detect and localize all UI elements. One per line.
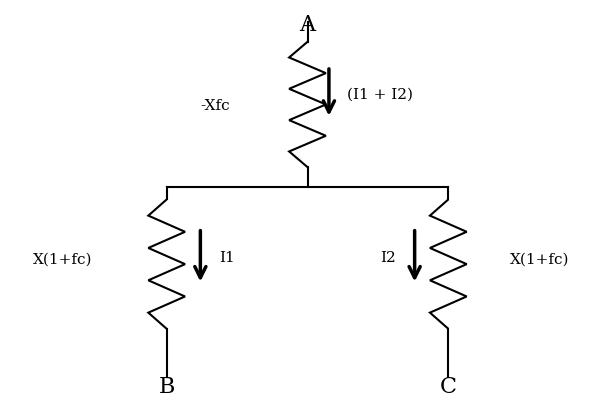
Text: C: C xyxy=(440,376,457,398)
Text: A: A xyxy=(300,13,315,35)
Text: X(1+fc): X(1+fc) xyxy=(33,253,92,267)
Text: I2: I2 xyxy=(381,251,396,265)
Text: I1: I1 xyxy=(219,251,234,265)
Text: (I1 + I2): (I1 + I2) xyxy=(347,88,413,101)
Text: B: B xyxy=(159,376,175,398)
Text: -Xfc: -Xfc xyxy=(201,99,231,114)
Text: X(1+fc): X(1+fc) xyxy=(510,253,570,267)
